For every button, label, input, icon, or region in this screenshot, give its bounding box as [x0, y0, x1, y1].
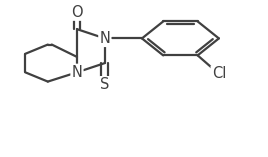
Text: N: N: [72, 65, 83, 80]
Text: Cl: Cl: [212, 66, 226, 81]
Text: S: S: [100, 77, 110, 92]
Text: N: N: [99, 31, 110, 46]
Text: O: O: [71, 5, 83, 20]
